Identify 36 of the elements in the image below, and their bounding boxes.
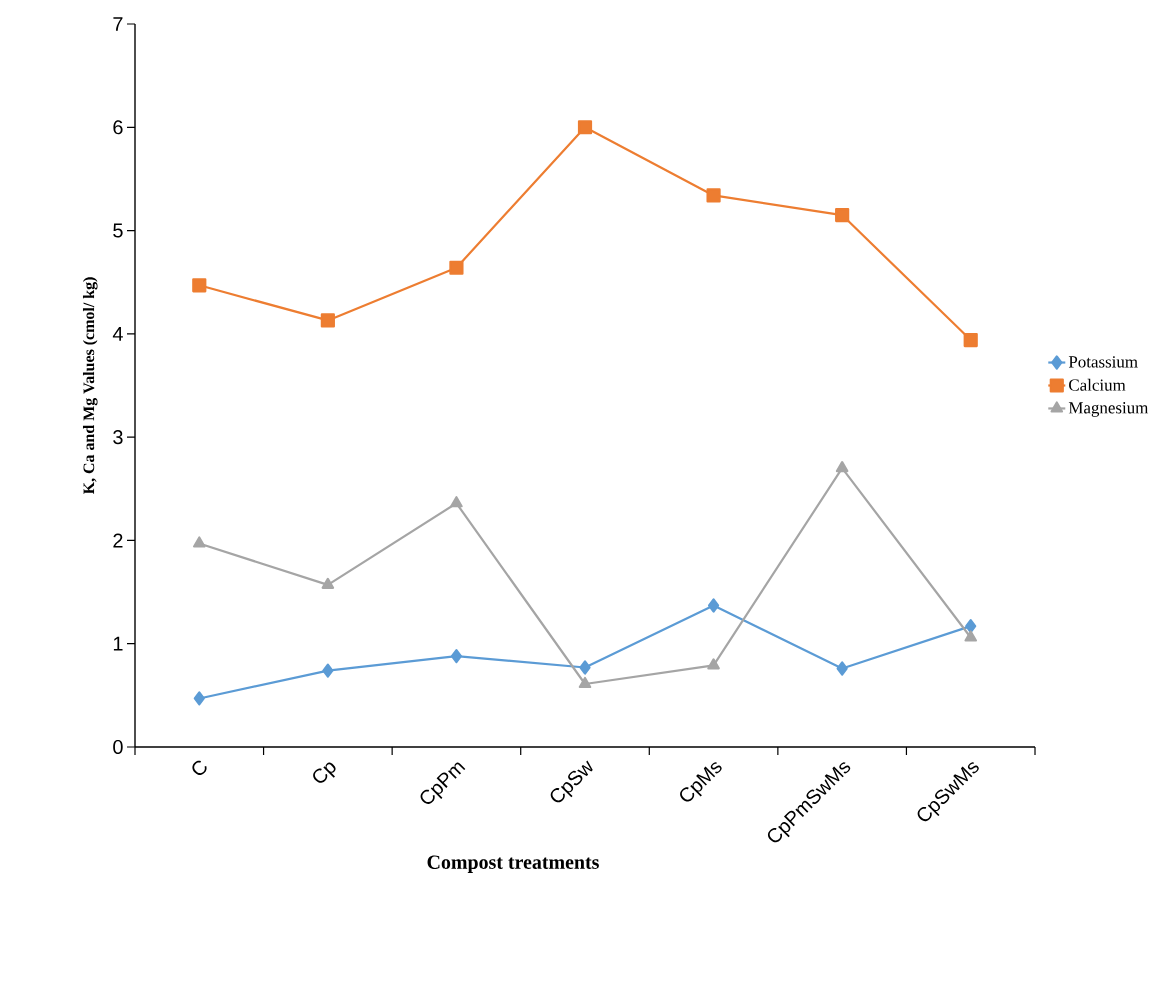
- x-axis-title: Compost treatments: [427, 855, 599, 873]
- point: [963, 332, 978, 348]
- point: [193, 691, 205, 706]
- y-tick-label: 2: [113, 533, 123, 548]
- y-tick-label: 7: [113, 17, 123, 31]
- point: [450, 649, 463, 664]
- point: [965, 619, 977, 634]
- point: [577, 120, 593, 135]
- y-tick-label: 0: [113, 739, 123, 755]
- point: [449, 260, 464, 275]
- point: [322, 663, 334, 678]
- x-tick-label: C: [192, 760, 207, 775]
- y-tick-label: 5: [113, 223, 123, 238]
- point: [835, 207, 850, 223]
- y-tick-label: 6: [113, 120, 123, 135]
- y-axis-title: K, Ca and Mg Values (cmol/ kg): [82, 277, 98, 495]
- x-tick-label: Cp: [313, 762, 336, 783]
- legend-label: Potassium: [1068, 356, 1138, 368]
- point: [835, 461, 849, 473]
- y-tick-label: 3: [113, 430, 123, 445]
- legend-label: Magnesium: [1068, 402, 1149, 417]
- point: [192, 278, 207, 293]
- point: [321, 577, 335, 589]
- y-tick-label: 1: [113, 636, 123, 651]
- point: [578, 676, 592, 689]
- point: [707, 658, 720, 670]
- point: [964, 630, 978, 642]
- point: [192, 536, 206, 548]
- y-tick-label: 4: [112, 327, 123, 341]
- point: [836, 661, 848, 676]
- point: [450, 496, 463, 508]
- point: [579, 660, 591, 675]
- point: [706, 188, 721, 203]
- legend-label: Calcium: [1069, 378, 1126, 391]
- point: [320, 313, 335, 328]
- point: [707, 598, 720, 613]
